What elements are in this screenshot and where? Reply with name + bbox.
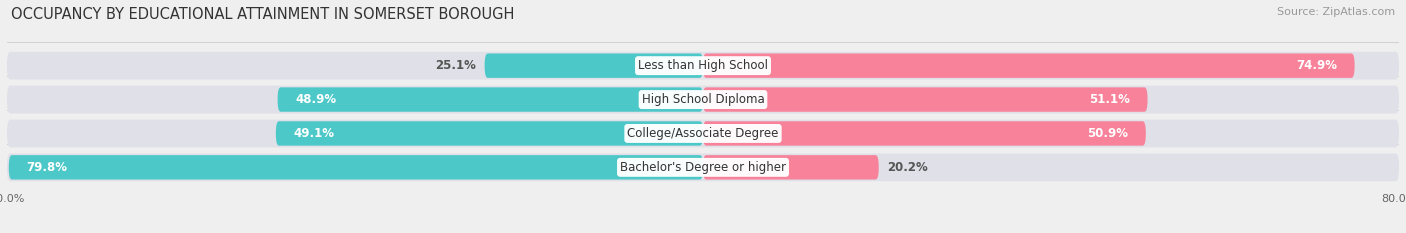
FancyBboxPatch shape: [703, 121, 1146, 146]
FancyBboxPatch shape: [276, 121, 703, 146]
Text: 50.9%: 50.9%: [1087, 127, 1129, 140]
Text: Bachelor's Degree or higher: Bachelor's Degree or higher: [620, 161, 786, 174]
Text: 51.1%: 51.1%: [1090, 93, 1130, 106]
Text: Less than High School: Less than High School: [638, 59, 768, 72]
Text: OCCUPANCY BY EDUCATIONAL ATTAINMENT IN SOMERSET BOROUGH: OCCUPANCY BY EDUCATIONAL ATTAINMENT IN S…: [11, 7, 515, 22]
Text: Source: ZipAtlas.com: Source: ZipAtlas.com: [1277, 7, 1395, 17]
FancyBboxPatch shape: [485, 53, 703, 78]
FancyBboxPatch shape: [7, 120, 1399, 147]
FancyBboxPatch shape: [277, 87, 703, 112]
FancyBboxPatch shape: [703, 155, 879, 180]
Text: 49.1%: 49.1%: [294, 127, 335, 140]
Text: 48.9%: 48.9%: [295, 93, 336, 106]
FancyBboxPatch shape: [7, 86, 1399, 113]
FancyBboxPatch shape: [703, 53, 1354, 78]
Text: 79.8%: 79.8%: [27, 161, 67, 174]
Text: 74.9%: 74.9%: [1296, 59, 1337, 72]
Text: 25.1%: 25.1%: [434, 59, 477, 72]
FancyBboxPatch shape: [703, 87, 1147, 112]
FancyBboxPatch shape: [8, 155, 703, 180]
Text: High School Diploma: High School Diploma: [641, 93, 765, 106]
Text: 20.2%: 20.2%: [887, 161, 928, 174]
Text: College/Associate Degree: College/Associate Degree: [627, 127, 779, 140]
FancyBboxPatch shape: [7, 52, 1399, 79]
FancyBboxPatch shape: [7, 154, 1399, 181]
